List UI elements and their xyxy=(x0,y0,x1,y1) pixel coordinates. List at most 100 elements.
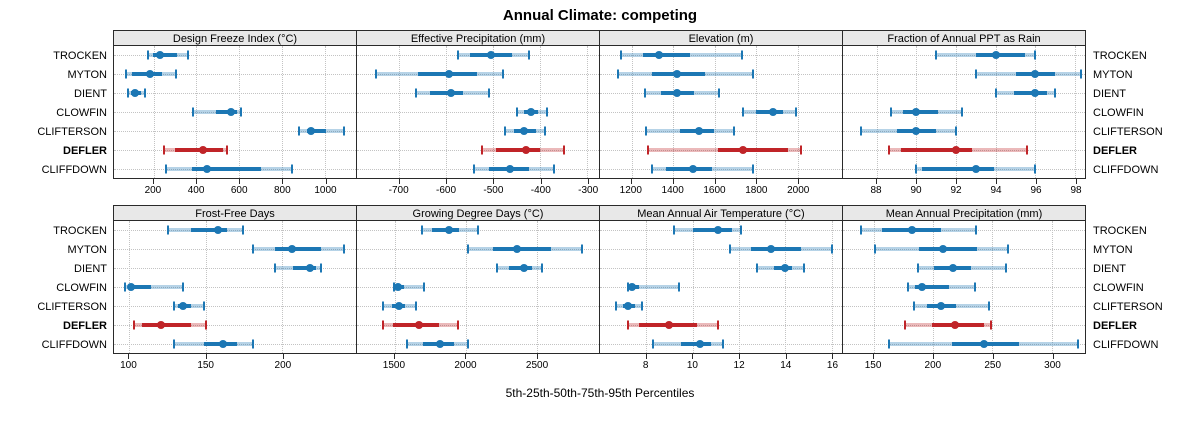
h-gridline xyxy=(843,305,1085,307)
median-dot xyxy=(714,226,723,235)
whisker-cap xyxy=(717,88,720,98)
station-labels-left: TROCKEN MYTON DIENT CLOWFIN CLIFTERSON DEFLER… xyxy=(0,205,113,354)
whisker-cap xyxy=(620,50,623,60)
axis-gutter-left xyxy=(0,179,113,205)
axis-tick xyxy=(239,179,241,184)
axis-tick-label: -600 xyxy=(436,185,457,196)
panel: Frost-Free Days xyxy=(113,205,357,354)
axis-tick xyxy=(714,179,716,184)
whisker-cap xyxy=(974,69,977,79)
whisker-cap xyxy=(915,164,918,174)
h-gridline xyxy=(357,305,599,307)
station-label-defler: DEFLER xyxy=(63,319,107,332)
axis-tick xyxy=(996,179,997,184)
whisker-cap xyxy=(132,320,135,330)
h-gridline xyxy=(600,324,842,326)
axis-tick xyxy=(785,354,787,359)
whisker-cap xyxy=(186,50,189,60)
iqr-segment-25-75 xyxy=(492,247,551,252)
axis-tick xyxy=(916,179,917,184)
median-dot xyxy=(214,226,223,235)
h-gridline xyxy=(843,55,1085,57)
whisker-cap xyxy=(473,164,476,174)
h-gridline xyxy=(843,230,1085,232)
whisker-cap xyxy=(457,50,460,60)
station-label-defler: DEFLER xyxy=(1093,319,1137,332)
panel-body xyxy=(356,221,600,354)
axis-tick-label: 200 xyxy=(144,185,162,196)
axis-tick xyxy=(672,179,674,184)
h-gridline xyxy=(600,249,842,251)
h-gridline xyxy=(114,74,356,76)
h-gridline xyxy=(843,112,1085,113)
panel: Design Freeze Index (°C) xyxy=(113,30,357,179)
whisker-cap xyxy=(553,164,556,174)
axis-tick xyxy=(493,179,495,184)
iqr-segment-25-75 xyxy=(215,110,238,114)
whisker-cap xyxy=(1026,145,1029,155)
iqr-segment-25-75 xyxy=(1013,91,1048,96)
whisker-cap xyxy=(907,282,910,292)
whisker-cap xyxy=(935,50,938,60)
station-labels-right: TROCKEN MYTON DIENT CLOWFIN CLIFTERSON DEFLER… xyxy=(1086,205,1197,354)
panel-strip: Fraction of Annual PPT as Rain xyxy=(842,30,1086,46)
station-label-trocken: TROCKEN xyxy=(1093,49,1147,62)
whisker-cap xyxy=(740,225,743,235)
range-band-5-95 xyxy=(627,285,679,289)
station-label-trocken: TROCKEN xyxy=(1093,224,1147,237)
whisker-cap xyxy=(1006,244,1009,254)
median-dot xyxy=(767,245,776,254)
axis-tick xyxy=(128,354,130,359)
axis-tick-label: 90 xyxy=(910,185,922,196)
h-gridline xyxy=(357,93,599,95)
iqr-segment-25-75 xyxy=(922,166,994,171)
whisker-cap xyxy=(163,145,166,155)
station-label-cliffdown: CLIFFDOWN xyxy=(41,338,107,351)
h-gridline xyxy=(600,305,842,307)
median-dot xyxy=(446,89,455,98)
median-dot xyxy=(950,320,959,329)
station-label-clifterson: CLIFTERSON xyxy=(1093,300,1163,313)
whisker-cap xyxy=(240,107,243,117)
median-dot xyxy=(178,301,187,310)
panel-axis: 8 10 12 14 16 xyxy=(599,354,843,380)
whisker-cap xyxy=(546,107,549,117)
whisker-cap xyxy=(756,263,759,273)
panel-title: Elevation (m) xyxy=(688,33,754,45)
panel: Mean Annual Precipitation (mm) xyxy=(842,205,1086,354)
station-label-clowfin: CLOWFIN xyxy=(56,281,107,294)
whisker-cap xyxy=(974,225,977,235)
whisker-cap xyxy=(913,301,916,311)
panel-strip: Mean Annual Precipitation (mm) xyxy=(842,205,1086,221)
axis-tick-label: 2000 xyxy=(454,360,477,371)
median-dot xyxy=(768,108,777,116)
h-gridline xyxy=(114,230,356,232)
median-dot xyxy=(444,226,453,235)
axis-tick-label: -400 xyxy=(530,185,551,196)
h-gridline xyxy=(114,130,356,132)
axis-tick xyxy=(1036,179,1037,184)
whisker-cap xyxy=(124,69,127,79)
whisker-cap xyxy=(615,301,618,311)
axis-tick-label: 98 xyxy=(1070,185,1082,196)
whisker-cap xyxy=(319,263,322,273)
whisker-cap xyxy=(144,88,147,98)
panel-strip: Mean Annual Air Temperature (°C) xyxy=(599,205,843,221)
station-label-defler: DEFLER xyxy=(63,144,107,157)
whisker-cap xyxy=(480,145,483,155)
h-gridline xyxy=(600,268,842,270)
station-label-myton: MYTON xyxy=(67,243,107,256)
axis-tick xyxy=(152,179,154,184)
axis-tick xyxy=(876,179,877,184)
axis-tick xyxy=(630,179,632,184)
whisker-cap xyxy=(374,69,377,79)
station-label-cliffdown: CLIFFDOWN xyxy=(1093,338,1159,351)
h-gridline xyxy=(600,93,842,95)
panel: Fraction of Annual PPT as Rain xyxy=(842,30,1086,179)
station-label-dient: DIENT xyxy=(74,87,107,100)
median-dot xyxy=(952,145,961,154)
whisker-cap xyxy=(887,145,890,155)
median-dot xyxy=(980,339,989,348)
whisker-cap xyxy=(888,339,891,349)
median-dot xyxy=(226,108,235,116)
